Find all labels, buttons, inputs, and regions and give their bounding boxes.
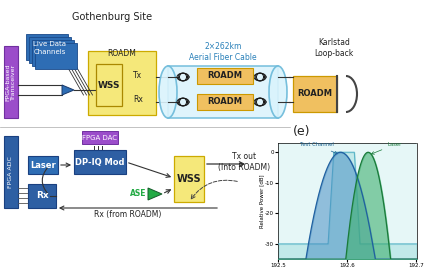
Text: ROADM: ROADM bbox=[108, 49, 136, 58]
Bar bbox=[197, 68, 253, 84]
Text: (e): (e) bbox=[293, 126, 311, 139]
Bar bbox=[293, 76, 337, 112]
Bar bbox=[168, 66, 278, 118]
Text: WSS: WSS bbox=[177, 174, 201, 184]
Polygon shape bbox=[148, 188, 162, 200]
Text: 2×262km
Aerial Fiber Cable: 2×262km Aerial Fiber Cable bbox=[189, 42, 257, 62]
Text: Rx: Rx bbox=[36, 191, 48, 201]
Bar bbox=[74, 150, 126, 174]
Bar bbox=[35, 43, 77, 69]
Text: Tx out
(Into ROADM): Tx out (Into ROADM) bbox=[218, 152, 270, 172]
Text: Rx (from ROADM): Rx (from ROADM) bbox=[94, 211, 162, 220]
Text: DP-IQ Mod: DP-IQ Mod bbox=[75, 157, 125, 167]
Text: Test Channel: Test Channel bbox=[300, 142, 337, 154]
Ellipse shape bbox=[269, 66, 287, 118]
Bar bbox=[26, 34, 68, 60]
Text: FPGA ADC: FPGA ADC bbox=[8, 156, 14, 188]
Text: Laser: Laser bbox=[371, 142, 402, 154]
Bar bbox=[4, 136, 18, 208]
Text: Karlstad
Loop-back: Karlstad Loop-back bbox=[314, 38, 354, 58]
Text: ROADM: ROADM bbox=[207, 97, 243, 106]
Y-axis label: Relative Power [dB]: Relative Power [dB] bbox=[259, 174, 264, 228]
Text: Rx: Rx bbox=[133, 96, 143, 104]
Bar bbox=[174, 156, 204, 202]
Bar bbox=[29, 37, 71, 63]
Bar bbox=[4, 46, 18, 118]
Bar bbox=[88, 51, 156, 115]
Bar bbox=[197, 94, 253, 110]
Text: FPGA-based
Transceiver: FPGA-based Transceiver bbox=[6, 63, 17, 101]
Bar bbox=[28, 184, 56, 208]
Text: FPGA DAC: FPGA DAC bbox=[82, 134, 117, 140]
Text: ROADM: ROADM bbox=[207, 72, 243, 80]
Text: ROADM: ROADM bbox=[298, 89, 332, 99]
Text: Laser: Laser bbox=[30, 160, 56, 170]
Text: WSS: WSS bbox=[98, 80, 120, 89]
Text: Live Data
Channels: Live Data Channels bbox=[34, 42, 66, 55]
Text: ASE: ASE bbox=[130, 190, 146, 198]
Bar bbox=[82, 131, 118, 144]
Bar bbox=[32, 40, 74, 66]
Text: Gothenburg Site: Gothenburg Site bbox=[72, 12, 152, 22]
Bar bbox=[96, 64, 122, 106]
Text: Tx: Tx bbox=[133, 70, 142, 79]
Bar bbox=[28, 156, 58, 174]
Polygon shape bbox=[62, 85, 74, 95]
Ellipse shape bbox=[159, 66, 177, 118]
